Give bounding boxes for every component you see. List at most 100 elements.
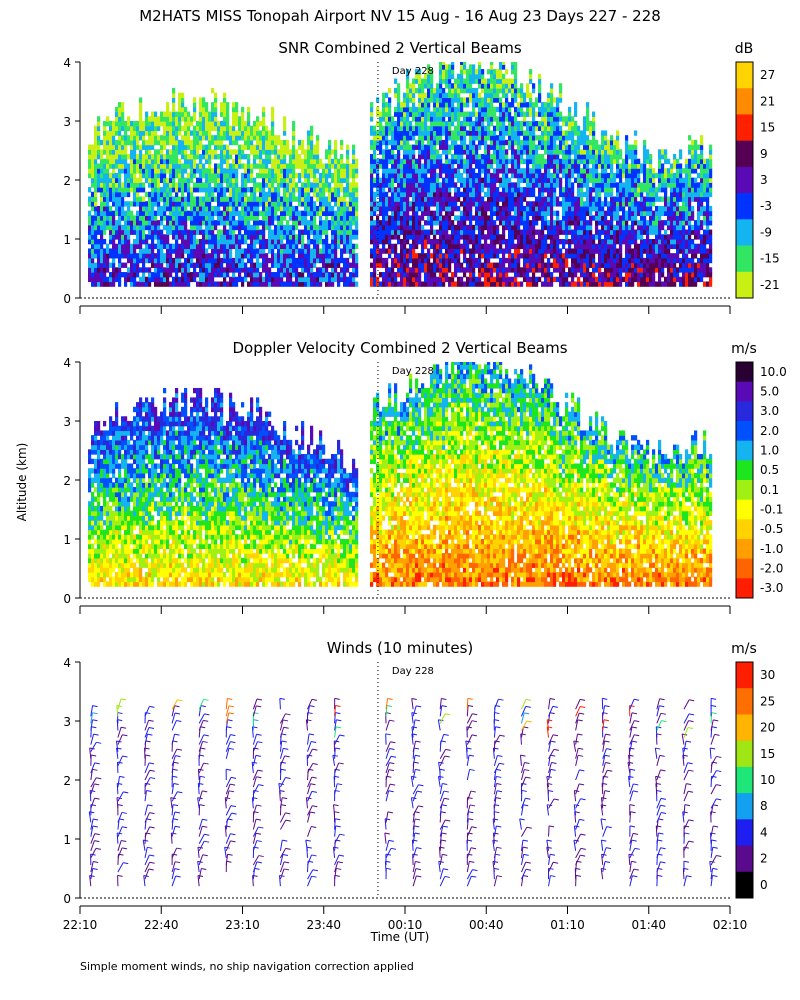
heatmap-cell <box>118 191 122 198</box>
heatmap-cell <box>469 172 473 179</box>
heatmap-cell <box>469 87 473 94</box>
heatmap-cell <box>322 177 326 183</box>
heatmap-cell <box>511 253 515 259</box>
heatmap-cell <box>313 182 317 188</box>
heatmap-cell <box>124 125 128 132</box>
heatmap-cell <box>202 262 206 268</box>
heatmap-cell <box>232 262 236 268</box>
heatmap-cell <box>247 205 251 212</box>
heatmap-cell <box>106 154 110 160</box>
heatmap-cell <box>205 262 209 268</box>
heatmap-cell <box>235 267 239 273</box>
heatmap-cell <box>103 262 107 268</box>
heatmap-cell <box>262 201 266 207</box>
heatmap-cell <box>118 144 122 150</box>
heatmap-cell <box>490 97 494 103</box>
heatmap-cell <box>445 106 449 113</box>
heatmap-cell <box>478 97 482 103</box>
heatmap-cell <box>256 272 260 278</box>
heatmap-cell <box>280 239 284 245</box>
heatmap-cell <box>415 78 419 84</box>
heatmap-cell <box>310 144 314 150</box>
heatmap-cell <box>517 168 521 174</box>
heatmap-cell <box>181 97 185 103</box>
heatmap-cell <box>355 205 359 212</box>
heatmap-cell <box>385 92 389 98</box>
heatmap-cell <box>91 201 95 207</box>
heatmap-cell <box>88 215 92 221</box>
heatmap-cell <box>130 243 134 250</box>
heatmap-cell <box>151 187 155 193</box>
heatmap-cell <box>124 276 128 283</box>
heatmap-cell <box>385 234 389 240</box>
heatmap-cell <box>475 215 479 221</box>
heatmap-cell <box>406 253 410 259</box>
heatmap-cell <box>418 149 422 155</box>
heatmap-cell <box>487 163 491 169</box>
heatmap-cell <box>343 267 347 273</box>
heatmap-cell <box>244 182 248 188</box>
heatmap-cell <box>517 205 521 212</box>
heatmap-cell <box>208 187 212 193</box>
heatmap-cell <box>157 253 161 259</box>
heatmap-cell <box>109 224 113 231</box>
heatmap-cell <box>508 116 512 122</box>
heatmap-cell <box>478 102 482 108</box>
heatmap-cell <box>433 281 437 287</box>
heatmap-cell <box>445 243 449 250</box>
heatmap-cell <box>196 187 200 193</box>
heatmap-cell <box>478 121 482 127</box>
heatmap-cell <box>346 267 350 273</box>
heatmap-cell <box>217 130 221 136</box>
heatmap-cell <box>418 177 422 183</box>
heatmap-cell <box>463 62 467 65</box>
heatmap-cell <box>430 272 434 278</box>
heatmap-cell <box>340 177 344 183</box>
heatmap-cell <box>448 158 452 165</box>
heatmap-cell <box>400 191 404 198</box>
heatmap-cell <box>295 187 299 193</box>
heatmap-cell <box>262 239 266 245</box>
heatmap-cell <box>385 205 389 212</box>
heatmap-cell <box>97 177 101 183</box>
heatmap-cell <box>418 215 422 221</box>
heatmap-cell <box>460 224 464 231</box>
heatmap-cell <box>100 220 104 226</box>
heatmap-cell <box>439 187 443 193</box>
heatmap-cell <box>256 234 260 240</box>
heatmap-cell <box>424 262 428 268</box>
heatmap-cell <box>160 154 164 160</box>
heatmap-cell <box>313 205 317 212</box>
heatmap-cell <box>145 158 149 165</box>
heatmap-cell <box>424 106 428 113</box>
heatmap-cell <box>532 168 536 174</box>
heatmap-cell <box>523 172 527 179</box>
heatmap-cell <box>109 220 113 226</box>
heatmap-cell <box>232 116 236 122</box>
heatmap-cell <box>394 234 398 240</box>
heatmap-cell <box>511 182 515 188</box>
heatmap-cell <box>511 149 515 155</box>
heatmap-cell <box>121 205 125 212</box>
heatmap-cell <box>244 272 248 278</box>
heatmap-cell <box>295 243 299 250</box>
heatmap-cell <box>373 220 377 226</box>
heatmap-cell <box>202 210 206 216</box>
heatmap-cell <box>175 149 179 155</box>
heatmap-cell <box>520 121 524 127</box>
heatmap-cell <box>496 177 500 183</box>
heatmap-cell <box>391 121 395 127</box>
heatmap-cell <box>481 267 485 273</box>
heatmap-cell <box>124 154 128 160</box>
heatmap-cell <box>217 191 221 198</box>
heatmap-cell <box>265 224 269 231</box>
heatmap-cell <box>178 111 182 117</box>
heatmap-cell <box>100 257 104 264</box>
heatmap-cell <box>343 257 347 264</box>
heatmap-cell <box>271 243 275 250</box>
heatmap-cell <box>241 191 245 198</box>
heatmap-cell <box>490 106 494 113</box>
heatmap-cell <box>418 116 422 122</box>
heatmap-cell <box>508 210 512 216</box>
heatmap-cell <box>286 163 290 169</box>
